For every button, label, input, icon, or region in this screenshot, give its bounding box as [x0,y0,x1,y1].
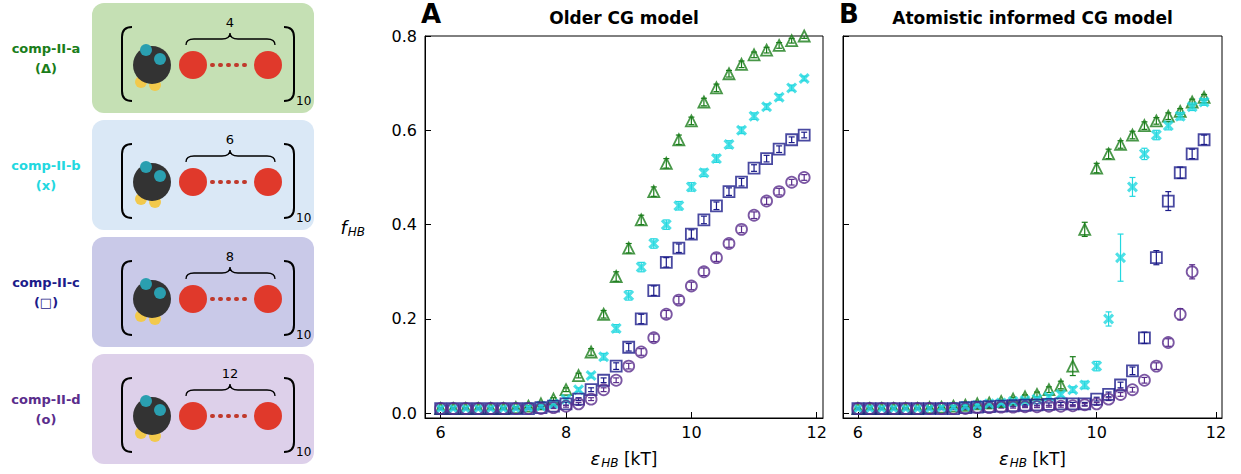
svg-text:comp-II-d: comp-II-d [11,392,80,407]
svg-text:A: A [421,0,441,29]
svg-text:comp-II-b: comp-II-b [11,158,80,173]
svg-text:12: 12 [222,366,239,381]
svg-text:comp-II-c: comp-II-c [12,275,80,290]
svg-text:[kT]: [kT] [619,449,658,469]
svg-text:HB: HB [348,225,365,239]
svg-text:HB: HB [1010,456,1027,470]
svg-text:0.4: 0.4 [392,215,417,234]
svg-text:8: 8 [561,423,571,442]
svg-text:B: B [839,0,859,29]
svg-text:0.8: 0.8 [392,27,417,46]
svg-text:6: 6 [436,423,446,442]
svg-text:10: 10 [296,211,311,225]
svg-text:comp-II-a: comp-II-a [12,41,81,56]
svg-text:12: 12 [807,423,827,442]
svg-text:(□): (□) [34,295,58,310]
svg-text:Atomistic informed CG model: Atomistic informed CG model [892,8,1173,28]
svg-text:HB: HB [601,456,618,470]
svg-text:4: 4 [226,15,234,30]
svg-text:(x): (x) [36,178,56,193]
svg-text:6: 6 [853,423,863,442]
svg-text:8: 8 [972,423,982,442]
svg-text:0.6: 0.6 [392,121,417,140]
svg-text:ε: ε [999,448,1009,469]
svg-text:10: 10 [296,94,311,108]
svg-text:0.0: 0.0 [392,404,417,423]
svg-text:10: 10 [1086,423,1106,442]
svg-text:10: 10 [681,423,701,442]
svg-text:(o): (o) [36,412,57,427]
svg-text:[kT]: [kT] [1027,449,1066,469]
svg-text:6: 6 [226,132,234,147]
svg-text:12: 12 [1206,423,1226,442]
svg-text:f: f [340,217,349,238]
svg-text:0.2: 0.2 [392,309,417,328]
svg-text:8: 8 [226,249,234,264]
svg-text:Older CG model: Older CG model [549,8,699,28]
svg-text:10: 10 [296,445,311,459]
svg-text:10: 10 [296,328,311,342]
svg-text:(Δ): (Δ) [35,61,57,76]
svg-text:ε: ε [591,448,601,469]
